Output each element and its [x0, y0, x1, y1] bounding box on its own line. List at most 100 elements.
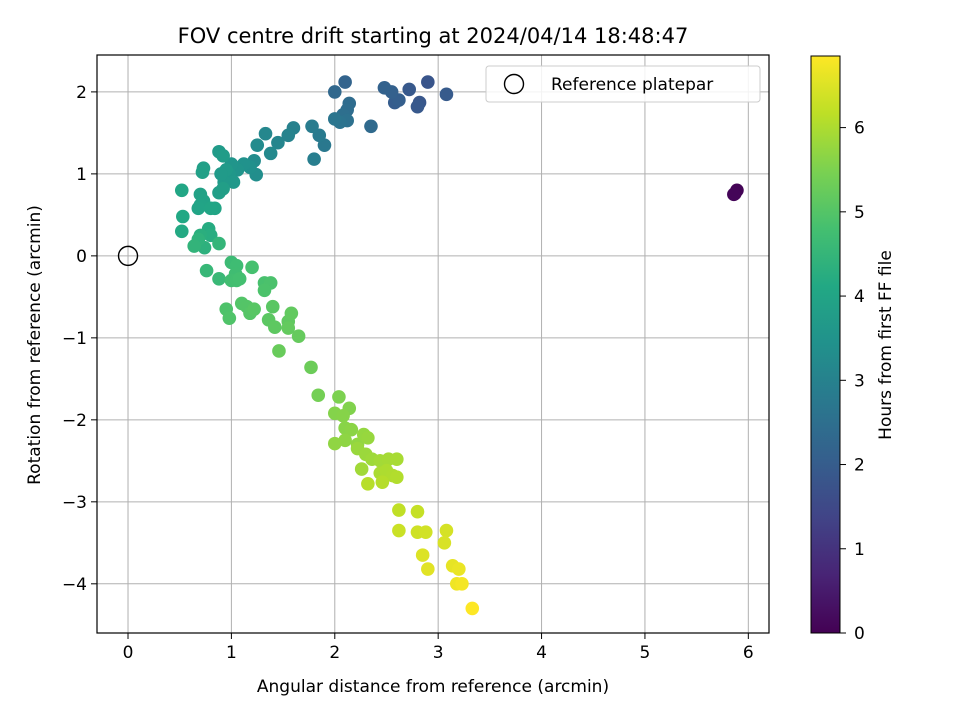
- data-point: [392, 523, 406, 538]
- data-point: [263, 146, 278, 161]
- colorbar: 0 1 2 3 4 5 6 Hours from first FF file: [810, 55, 896, 644]
- data-point: [216, 181, 230, 196]
- data-point: [465, 601, 480, 616]
- data-point: [203, 228, 218, 243]
- data-point: [214, 167, 228, 181]
- x-tick-label: 0: [123, 643, 134, 663]
- colorbar-tick-label: 6: [854, 119, 865, 139]
- data-point: [203, 201, 218, 216]
- data-point: [336, 408, 350, 423]
- y-axis-label: Rotation from reference (arcmin): [25, 205, 45, 485]
- data-point: [727, 187, 741, 202]
- data-point: [361, 431, 375, 445]
- data-point: [174, 183, 189, 198]
- data-point: [338, 433, 352, 448]
- data-point: [212, 272, 226, 286]
- data-point: [439, 523, 454, 538]
- colorbar-tick-label: 4: [854, 287, 865, 307]
- x-tick-label: 5: [640, 643, 651, 663]
- y-tick-label: −1: [62, 329, 87, 349]
- legend-label: Reference platepar: [551, 75, 713, 95]
- y-tick-label: 2: [76, 83, 87, 103]
- colorbar-tick-label: 5: [854, 203, 865, 223]
- data-point: [390, 452, 404, 466]
- y-tick-label: 0: [76, 247, 87, 267]
- data-point: [257, 283, 272, 298]
- data-point: [390, 470, 404, 485]
- data-point: [415, 548, 430, 562]
- y-tick-label: −2: [62, 411, 87, 431]
- colorbar-gradient: [810, 55, 841, 634]
- data-point: [271, 135, 285, 150]
- data-point: [312, 128, 327, 143]
- colorbar-ticks: 0 1 2 3 4 5 6: [840, 119, 865, 644]
- x-tick-label: 6: [743, 643, 754, 663]
- data-point: [281, 321, 296, 335]
- data-point: [392, 503, 406, 517]
- colorbar-tick-label: 2: [854, 456, 865, 476]
- colorbar-tick-label: 3: [854, 371, 865, 391]
- colorbar-tick-label: 0: [854, 624, 865, 644]
- data-point: [307, 152, 321, 166]
- data-point: [421, 562, 435, 576]
- data-point: [377, 80, 392, 95]
- y-tick-label: 1: [76, 165, 87, 185]
- x-axis-label: Angular distance from reference (arcmin): [257, 677, 609, 697]
- reference-platepar-marker: [117, 245, 139, 267]
- data-point: [305, 119, 319, 134]
- data-point: [327, 436, 342, 451]
- data-point: [452, 562, 466, 576]
- x-tick-label: 1: [226, 643, 237, 663]
- data-points: [174, 75, 744, 616]
- data-point: [281, 128, 296, 143]
- data-point: [311, 388, 326, 403]
- data-point: [212, 236, 226, 251]
- x-tick-label: 4: [536, 643, 547, 663]
- data-point: [421, 75, 435, 89]
- colorbar-tick-label: 1: [854, 540, 865, 560]
- data-point: [364, 119, 378, 134]
- data-point: [191, 201, 206, 216]
- data-point: [361, 476, 375, 491]
- data-point: [187, 239, 201, 253]
- data-point: [439, 87, 454, 102]
- legend-box: [485, 65, 761, 103]
- data-point: [174, 224, 189, 239]
- data-point: [418, 525, 433, 539]
- y-axis-ticks: −4 −3 −2 −1 0 1 2: [62, 83, 97, 595]
- y-tick-label: −3: [62, 493, 87, 513]
- data-point: [222, 311, 237, 325]
- data-point: [268, 320, 282, 334]
- data-point: [272, 344, 286, 358]
- data-point: [245, 260, 259, 275]
- data-point: [291, 329, 306, 344]
- data-point: [195, 165, 210, 180]
- chart-title: FOV centre drift starting at 2024/04/14 …: [178, 24, 689, 48]
- data-point: [375, 475, 390, 489]
- x-tick-label: 3: [433, 643, 444, 663]
- data-point: [226, 175, 241, 189]
- data-point: [265, 299, 280, 314]
- data-point: [232, 272, 247, 286]
- x-tick-label: 2: [329, 643, 340, 663]
- data-point: [199, 263, 214, 278]
- data-point: [327, 112, 342, 126]
- data-point: [176, 209, 190, 224]
- colorbar-label: Hours from first FF file: [876, 250, 896, 440]
- data-point: [410, 504, 425, 519]
- legend-open-circle-icon: [503, 73, 525, 95]
- data-point: [344, 422, 359, 437]
- data-point: [402, 82, 417, 97]
- data-point: [354, 462, 369, 476]
- data-point: [304, 360, 318, 375]
- data-point: [332, 390, 346, 404]
- legend: Reference platepar: [485, 65, 761, 103]
- data-point: [216, 149, 230, 163]
- data-point: [410, 99, 425, 114]
- data-point: [258, 126, 273, 141]
- data-point: [247, 302, 261, 316]
- y-tick-label: −4: [62, 575, 87, 595]
- data-point: [437, 536, 452, 550]
- data-point: [327, 85, 342, 99]
